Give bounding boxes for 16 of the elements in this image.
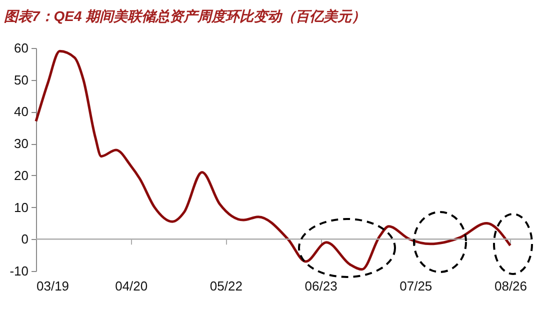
chart-title: 图表7：QE4 期间美联储总资产周度环比变动（百亿美元） bbox=[4, 8, 366, 24]
x-tick-label: 04/20 bbox=[115, 278, 148, 294]
y-tick-label: -10 bbox=[10, 264, 28, 278]
y-tick-label: 60 bbox=[14, 40, 28, 56]
line-series bbox=[34, 50, 512, 271]
y-tick-label: 30 bbox=[14, 136, 28, 152]
x-tick-label: 08/26 bbox=[494, 278, 528, 294]
y-tick-label: 20 bbox=[14, 168, 28, 183]
y-tick-label: 50 bbox=[14, 72, 28, 88]
x-tick-label: 05/22 bbox=[210, 278, 242, 294]
x-tick-label: 06/23 bbox=[304, 278, 338, 294]
y-tick-label: 10 bbox=[14, 200, 28, 215]
x-tick-label: 03/19 bbox=[36, 278, 70, 294]
y-tick-label: 40 bbox=[14, 104, 28, 120]
y-tick-label: 0 bbox=[21, 232, 28, 247]
x-tick-label: 07/25 bbox=[400, 278, 432, 294]
